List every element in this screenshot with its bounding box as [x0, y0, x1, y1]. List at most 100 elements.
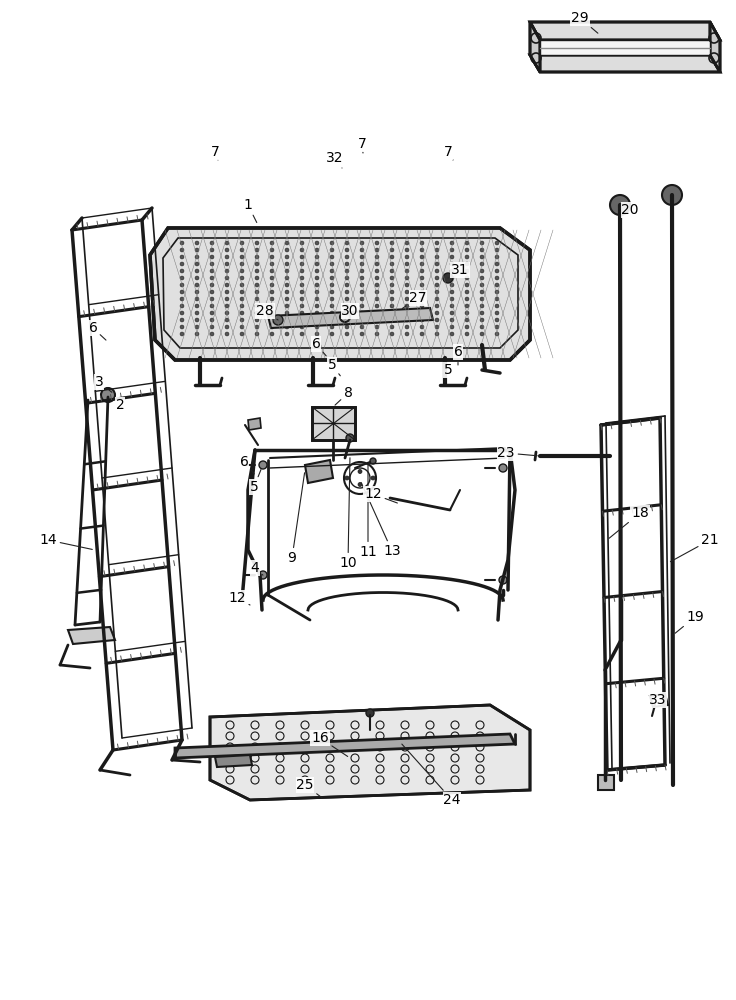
Circle shape — [180, 304, 184, 308]
Circle shape — [405, 332, 409, 336]
Circle shape — [270, 297, 274, 301]
Circle shape — [366, 709, 374, 717]
Circle shape — [495, 248, 499, 252]
Text: 24: 24 — [402, 744, 461, 807]
Polygon shape — [710, 22, 720, 72]
Circle shape — [420, 255, 424, 259]
Circle shape — [465, 318, 469, 322]
Circle shape — [358, 483, 362, 487]
Circle shape — [390, 255, 394, 259]
Polygon shape — [175, 734, 515, 758]
Circle shape — [315, 332, 319, 336]
Circle shape — [315, 255, 319, 259]
Circle shape — [300, 262, 304, 266]
Circle shape — [285, 311, 289, 315]
Circle shape — [405, 290, 409, 294]
Circle shape — [435, 241, 439, 245]
Circle shape — [420, 325, 424, 329]
Circle shape — [390, 325, 394, 329]
Text: 33: 33 — [649, 693, 667, 707]
Circle shape — [195, 248, 199, 252]
Circle shape — [300, 311, 304, 315]
Circle shape — [480, 297, 484, 301]
Circle shape — [450, 283, 454, 287]
Circle shape — [195, 269, 199, 273]
Circle shape — [390, 297, 394, 301]
Circle shape — [345, 241, 349, 245]
Circle shape — [495, 241, 499, 245]
Circle shape — [285, 290, 289, 294]
Circle shape — [495, 255, 499, 259]
Circle shape — [225, 255, 229, 259]
Circle shape — [210, 325, 214, 329]
Circle shape — [435, 255, 439, 259]
Circle shape — [480, 276, 484, 280]
Text: 11: 11 — [359, 465, 377, 559]
Circle shape — [315, 325, 319, 329]
Circle shape — [195, 241, 199, 245]
Circle shape — [240, 332, 244, 336]
Text: 5: 5 — [250, 470, 261, 494]
Circle shape — [225, 262, 229, 266]
Circle shape — [465, 269, 469, 273]
Circle shape — [480, 290, 484, 294]
Circle shape — [210, 276, 214, 280]
Circle shape — [255, 332, 259, 336]
Circle shape — [285, 325, 289, 329]
Circle shape — [210, 283, 214, 287]
Text: 27: 27 — [403, 291, 427, 308]
Text: 21: 21 — [670, 533, 719, 562]
Circle shape — [195, 290, 199, 294]
Circle shape — [360, 318, 364, 322]
Circle shape — [300, 318, 304, 322]
Circle shape — [450, 297, 454, 301]
Circle shape — [240, 318, 244, 322]
Circle shape — [346, 434, 354, 442]
Circle shape — [360, 325, 364, 329]
Circle shape — [480, 304, 484, 308]
Circle shape — [405, 255, 409, 259]
Text: 7: 7 — [444, 145, 453, 160]
Circle shape — [225, 290, 229, 294]
Circle shape — [270, 276, 274, 280]
Circle shape — [375, 262, 379, 266]
Circle shape — [450, 318, 454, 322]
Circle shape — [255, 311, 259, 315]
Polygon shape — [248, 418, 261, 430]
Circle shape — [285, 283, 289, 287]
Circle shape — [345, 304, 349, 308]
Circle shape — [405, 318, 409, 322]
Circle shape — [210, 269, 214, 273]
Circle shape — [345, 318, 349, 322]
Circle shape — [285, 332, 289, 336]
Circle shape — [195, 297, 199, 301]
Circle shape — [390, 318, 394, 322]
Circle shape — [255, 325, 259, 329]
Text: 9: 9 — [288, 473, 305, 565]
Circle shape — [255, 304, 259, 308]
Circle shape — [435, 290, 439, 294]
Text: 31: 31 — [448, 263, 469, 278]
Circle shape — [420, 269, 424, 273]
Text: 7: 7 — [358, 137, 367, 153]
Circle shape — [450, 304, 454, 308]
Circle shape — [101, 388, 115, 402]
Circle shape — [358, 470, 362, 474]
Circle shape — [300, 269, 304, 273]
Circle shape — [180, 297, 184, 301]
Circle shape — [480, 255, 484, 259]
Circle shape — [345, 297, 349, 301]
Circle shape — [240, 297, 244, 301]
Text: 23: 23 — [498, 446, 537, 460]
Circle shape — [390, 290, 394, 294]
Circle shape — [360, 311, 364, 315]
Circle shape — [270, 290, 274, 294]
Circle shape — [360, 297, 364, 301]
Circle shape — [330, 325, 334, 329]
Circle shape — [480, 269, 484, 273]
Circle shape — [375, 318, 379, 322]
Circle shape — [225, 283, 229, 287]
Circle shape — [330, 318, 334, 322]
Circle shape — [285, 262, 289, 266]
Circle shape — [330, 332, 334, 336]
